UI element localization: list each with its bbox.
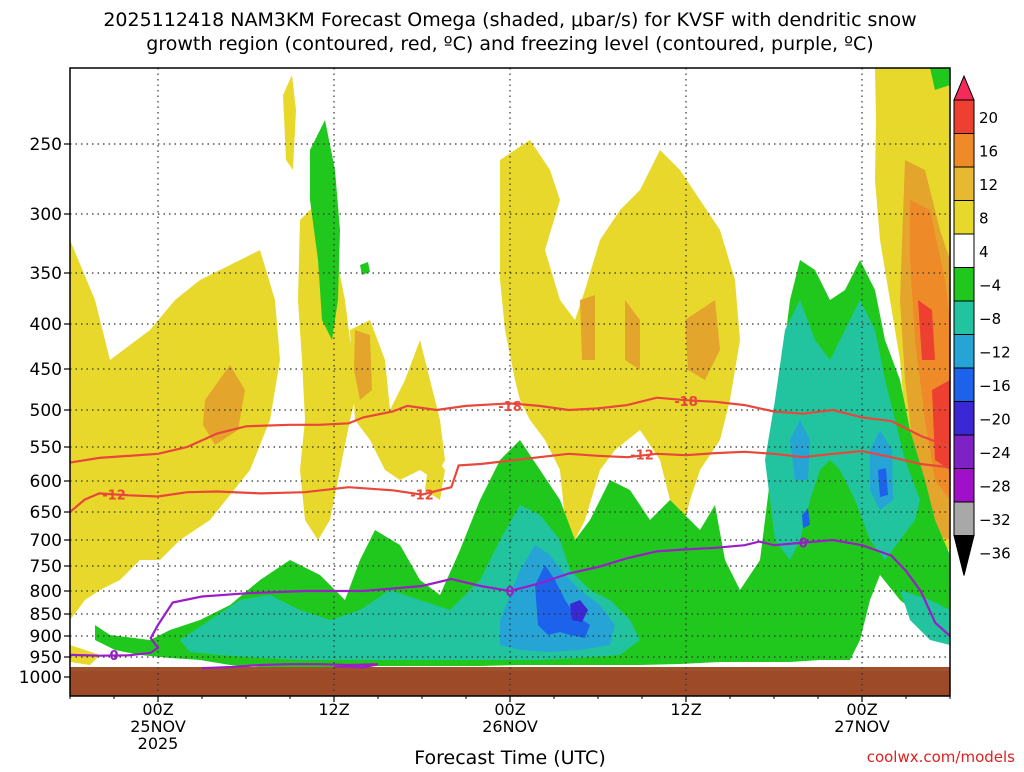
colorbar-segment (953, 99, 975, 134)
chart-title-line2: growth region (contoured, red, ºC) and f… (146, 33, 873, 55)
omega-region-lightblue-right (790, 420, 810, 480)
colorbar-label: 20 (979, 109, 998, 127)
colorbar-segment (953, 233, 975, 268)
chart-title-line1: 2025112418 NAM3KM Forecast Omega (shaded… (103, 9, 916, 31)
contour-label: -12 (410, 489, 434, 504)
x-axis-label: Forecast Time (UTC) (414, 747, 605, 768)
y-tick-label: 750 (30, 557, 62, 577)
y-tick-label: 350 (30, 264, 62, 284)
contour-line (69, 538, 951, 657)
omega-region-orange-5 (685, 300, 720, 380)
x-tick-label: 00Z (142, 700, 173, 719)
y-tick-label: 1000 (19, 668, 62, 688)
colorbar-label: −32 (979, 511, 1011, 529)
temperature-contours: -18 -12 0 -18 -12 -12 0 0 (69, 395, 951, 670)
y-tick-label: 550 (30, 438, 62, 458)
colorbar-segment (953, 434, 975, 469)
colorbar-label: −24 (979, 444, 1011, 462)
omega-region-blue-right (802, 508, 810, 528)
omega-region-orange-1 (203, 365, 245, 445)
colorbar-label: 8 (979, 209, 989, 227)
contour-label: 0 (799, 537, 808, 552)
x-tick-label: 00Z (494, 700, 525, 719)
y-tick-label: 450 (30, 360, 62, 380)
colorbar-segment (953, 468, 975, 503)
contour-label: -12 (102, 489, 126, 504)
x-tick-label: 00Z (846, 700, 877, 719)
contour-line (69, 449, 951, 513)
contour-label: 0 (109, 649, 118, 664)
x-tick-label: 26NOV (482, 717, 538, 736)
y-tick-label: 850 (30, 605, 62, 625)
colorbar-label: −20 (979, 410, 1011, 428)
colorbar-bottom-arrow (953, 535, 975, 576)
x-tick-label: 25NOV (130, 717, 186, 736)
contour-line (201, 663, 379, 670)
omega-region-green-top (310, 120, 340, 340)
colorbar-segment (953, 401, 975, 436)
omega-region-green-right (930, 68, 950, 90)
colorbar-segment (953, 367, 975, 402)
omega-region-red (918, 300, 935, 360)
x-tick-label: 12Z (318, 700, 349, 719)
omega-region-yellow-mid-1 (298, 200, 360, 540)
y-tick-label: 500 (30, 401, 62, 421)
colorbar-label: −16 (979, 377, 1011, 395)
omega-region-blue-right2 (878, 468, 888, 497)
omega-region-yellow-center (500, 140, 740, 540)
omega-region-orange-2 (354, 330, 372, 400)
x-tick-label: 2025 (138, 734, 179, 753)
y-tick-label: 650 (30, 503, 62, 523)
y-tick-label: 250 (30, 135, 62, 155)
contour-label: -18 (498, 400, 522, 415)
colorbar-top-arrow (953, 74, 975, 101)
contour-line (69, 396, 951, 464)
x-tick-label: 27NOV (834, 717, 890, 736)
omega-region-orange-3 (580, 295, 595, 360)
y-tick-label: 800 (30, 582, 62, 602)
omega-region-orange-4 (625, 300, 640, 370)
y-tick-label: 600 (30, 472, 62, 492)
colorbar-segment (953, 133, 975, 168)
y-tick-label: 900 (30, 627, 62, 647)
contour-label: -12 (630, 448, 654, 463)
colorbar-label: 16 (979, 142, 998, 160)
colorbar-label: −36 (979, 544, 1011, 562)
y-tick-label: 700 (30, 531, 62, 551)
y-tick-label: 400 (30, 315, 62, 335)
y-tick-label: 300 (30, 205, 62, 225)
colorbar-label: −12 (979, 343, 1011, 361)
omega-region-yellow-top-1 (283, 75, 296, 170)
colorbar-label: −28 (979, 477, 1011, 495)
colorbar-segment (953, 334, 975, 369)
colorbar-segment (953, 200, 975, 235)
colorbar-label: 12 (979, 176, 998, 194)
colorbar-segment (953, 300, 975, 335)
omega-region-blue-deep (570, 600, 588, 622)
ground-surface-lower (70, 671, 950, 696)
y-axis: 2503003504004505005506006507007508008509… (19, 135, 70, 688)
colorbar-label: −4 (979, 276, 1001, 294)
y-tick-label: 950 (30, 648, 62, 668)
colorbar: 20 16 12 8 4 −4 −8 −12 −16 −20 −24 −28 −32 −36 (953, 74, 1011, 576)
omega-region-green-small (360, 262, 370, 275)
omega-region-yellow-lower-1 (425, 450, 445, 500)
watermark: coolwx.com/models (867, 748, 1015, 766)
colorbar-segment (953, 166, 975, 201)
colorbar-label: 4 (979, 243, 989, 261)
contour-label: 0 (505, 585, 514, 600)
omega-region-yellow-mid-2 (350, 320, 445, 480)
colorbar-segment (953, 501, 975, 536)
omega-region-green-main (95, 260, 950, 667)
colorbar-label: −8 (979, 310, 1001, 328)
omega-region-teal-lower-right (900, 590, 950, 645)
colorbar-segment (953, 267, 975, 302)
x-tick-label: 12Z (670, 700, 701, 719)
contour-label: -18 (674, 395, 698, 410)
omega-region-yellow-left (70, 240, 280, 620)
